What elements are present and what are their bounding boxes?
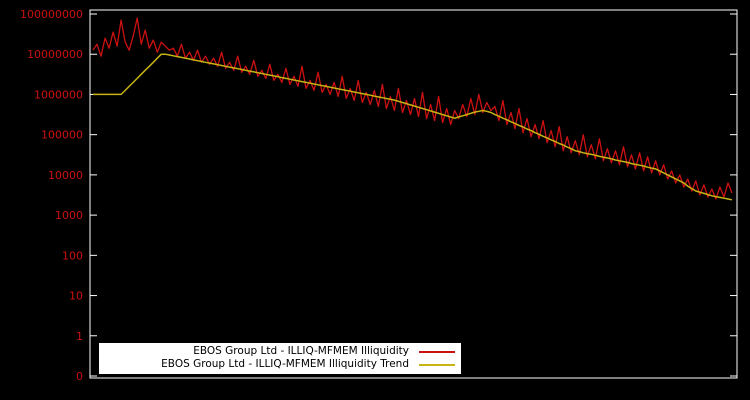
y-tick-label: 10000 [48,169,83,182]
y-tick-label: 100000000 [20,8,83,21]
legend-row-illiquidity: EBOS Group Ltd - ILLIQ-MFMEM Illiquidity [105,345,455,358]
series-line-trend [93,53,733,201]
legend-line-sample-illiquidity [419,350,455,353]
y-tick-label: 10000000 [27,48,83,61]
legend: EBOS Group Ltd - ILLIQ-MFMEM Illiquidity… [99,343,461,374]
legend-label-trend: EBOS Group Ltd - ILLIQ-MFMEM Illiquidity… [161,358,409,370]
y-tick-label: 1000 [55,209,83,222]
y-tick-label: 1 [76,330,83,343]
plot-border [89,9,738,379]
legend-label-illiquidity: EBOS Group Ltd - ILLIQ-MFMEM Illiquidity [193,345,409,357]
y-tick-label: 10 [69,290,83,303]
y-tick-label: 100 [62,249,83,262]
series-line-illiquidity [92,17,733,200]
y-tick-label: 100000 [41,129,83,142]
legend-row-trend: EBOS Group Ltd - ILLIQ-MFMEM Illiquidity… [105,358,455,371]
y-tick-label: 0 [76,370,83,383]
y-tick-label: 1000000 [34,88,83,101]
legend-line-sample-trend [419,363,455,366]
